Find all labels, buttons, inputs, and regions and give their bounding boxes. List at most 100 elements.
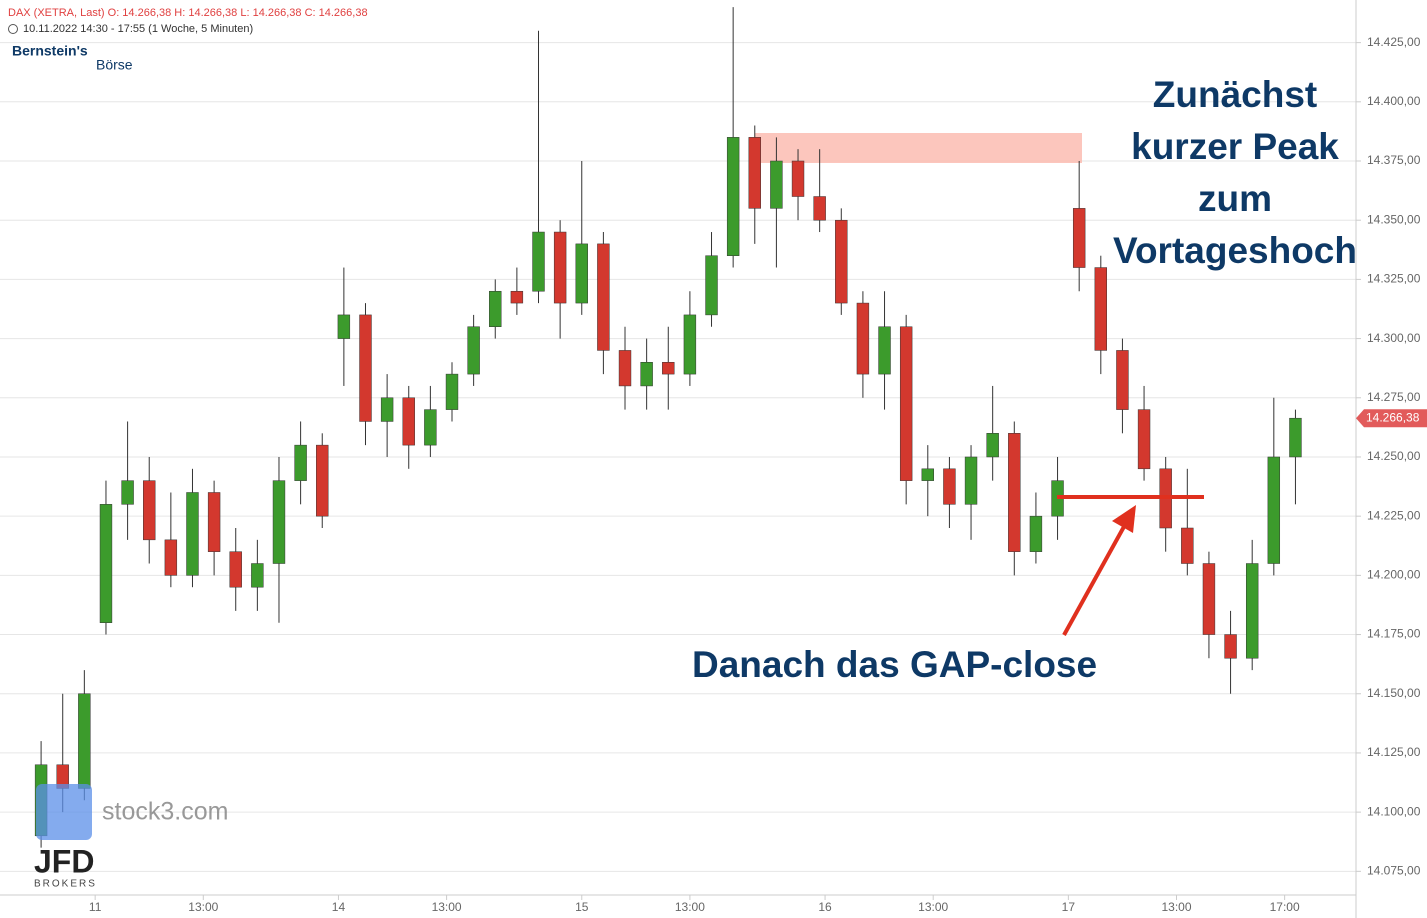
annotation: kurzer Peak bbox=[1131, 126, 1339, 167]
candle-body bbox=[1267, 456, 1281, 564]
candle-body bbox=[1245, 563, 1259, 659]
y-tick-label: 14.275,00 bbox=[1367, 390, 1421, 404]
candle-body bbox=[553, 231, 567, 304]
candle-body bbox=[294, 444, 307, 481]
candle-body bbox=[445, 373, 459, 410]
candles bbox=[34, 7, 1302, 848]
candle-body bbox=[813, 196, 826, 221]
candle-body bbox=[726, 137, 740, 256]
y-tick-label: 14.350,00 bbox=[1367, 212, 1421, 226]
candle-body bbox=[186, 492, 199, 576]
x-tick-label: 11 bbox=[89, 900, 102, 914]
candle-body bbox=[402, 397, 415, 446]
brand-logo-2: Börse bbox=[96, 57, 133, 73]
candle-body bbox=[143, 480, 156, 541]
annotation: Vortageshoch bbox=[1113, 230, 1357, 271]
y-tick-label: 14.400,00 bbox=[1367, 94, 1421, 108]
watermark-icon bbox=[36, 784, 92, 840]
candle-body bbox=[121, 480, 134, 505]
broker-logo-2: BROKERS bbox=[34, 879, 97, 890]
candle-body bbox=[489, 290, 502, 327]
candle-body bbox=[251, 563, 264, 588]
candle-body bbox=[316, 444, 329, 517]
candle-body bbox=[921, 468, 934, 481]
candle-body bbox=[1072, 208, 1086, 268]
brand-logo: Bernstein's bbox=[12, 43, 88, 59]
arrow-head bbox=[1112, 505, 1136, 533]
x-tick-label: 13:00 bbox=[675, 900, 705, 914]
candle-body bbox=[964, 456, 978, 505]
candle-body bbox=[359, 314, 372, 422]
y-tick-label: 14.175,00 bbox=[1367, 627, 1421, 641]
y-tick-label: 14.125,00 bbox=[1367, 745, 1421, 759]
candle-body bbox=[705, 255, 718, 316]
x-tick-label: 15 bbox=[575, 900, 589, 914]
candle-body bbox=[748, 137, 761, 209]
last-price-label: 14.266,38 bbox=[1366, 410, 1420, 424]
grid bbox=[0, 42, 1356, 872]
x-tick-label: 14 bbox=[332, 900, 346, 914]
candle-body bbox=[662, 362, 675, 375]
header-line1: DAX (XETRA, Last) O: 14.266,38 H: 14.266… bbox=[8, 7, 368, 19]
y-tick-label: 14.425,00 bbox=[1367, 35, 1421, 49]
candle-body bbox=[683, 314, 697, 375]
candle-body bbox=[510, 290, 524, 304]
candle-body bbox=[272, 480, 286, 564]
candle-body bbox=[164, 539, 178, 576]
candle-body bbox=[835, 219, 848, 304]
candle-body bbox=[424, 409, 437, 446]
x-tick-label: 13:00 bbox=[918, 900, 948, 914]
axes: 14.075,00 14.100,00 14.125,00 14.150,00 14.1… bbox=[89, 35, 1427, 914]
y-tick-label: 14.150,00 bbox=[1367, 686, 1421, 700]
annotation: zum bbox=[1198, 178, 1272, 219]
y-tick-label: 14.325,00 bbox=[1367, 272, 1421, 286]
annotation: Danach das GAP-close bbox=[692, 644, 1097, 685]
broker-logo: JFD bbox=[34, 843, 94, 879]
candle-body bbox=[99, 504, 113, 623]
candle-body bbox=[1289, 417, 1302, 458]
resistance-zone bbox=[755, 133, 1082, 163]
y-tick-label: 14.200,00 bbox=[1367, 568, 1421, 582]
header-line2: 10.11.2022 14:30 - 17:55 (1 Woche, 5 Min… bbox=[23, 23, 253, 35]
candle-body bbox=[856, 302, 870, 375]
candle-body bbox=[1224, 634, 1237, 659]
arrow-shaft bbox=[1062, 522, 1128, 636]
y-tick-label: 14.375,00 bbox=[1367, 153, 1421, 167]
candle-body bbox=[1137, 409, 1151, 470]
candle-body bbox=[532, 231, 545, 292]
y-tick-label: 14.075,00 bbox=[1367, 863, 1421, 877]
candle-body bbox=[640, 362, 653, 387]
candle-body bbox=[1116, 350, 1129, 410]
x-tick-label: 13:00 bbox=[1161, 900, 1191, 914]
x-tick-label: 16 bbox=[818, 900, 832, 914]
candle-body bbox=[597, 243, 610, 351]
candle-body bbox=[878, 326, 891, 375]
candle-body bbox=[1029, 515, 1043, 552]
annotation: Zunächst bbox=[1153, 74, 1317, 115]
candle-body bbox=[575, 243, 588, 304]
candle-body bbox=[380, 397, 394, 422]
candle-body bbox=[467, 326, 480, 375]
watermark: stock3.com bbox=[102, 798, 228, 826]
candle-body bbox=[1181, 527, 1194, 564]
x-tick-label: 13:00 bbox=[432, 900, 462, 914]
candle-body bbox=[986, 433, 999, 458]
candle-body bbox=[78, 693, 91, 789]
clock-icon bbox=[8, 24, 18, 34]
candle-body bbox=[337, 314, 351, 339]
x-tick-label: 13:00 bbox=[188, 900, 218, 914]
last-price-tag bbox=[1356, 409, 1427, 428]
y-tick-label: 14.100,00 bbox=[1367, 804, 1421, 818]
x-tick-label: 17:00 bbox=[1270, 900, 1300, 914]
y-tick-label: 14.300,00 bbox=[1367, 331, 1421, 345]
y-tick-label: 14.225,00 bbox=[1367, 508, 1421, 522]
candle-body bbox=[229, 551, 242, 588]
candle-body bbox=[791, 160, 805, 197]
candle-body bbox=[1202, 563, 1216, 635]
candle-body bbox=[899, 326, 913, 481]
candle-body bbox=[1008, 433, 1021, 552]
candle-body bbox=[207, 492, 221, 552]
candle-body bbox=[1094, 267, 1108, 351]
y-tick-label: 14.250,00 bbox=[1367, 449, 1421, 463]
